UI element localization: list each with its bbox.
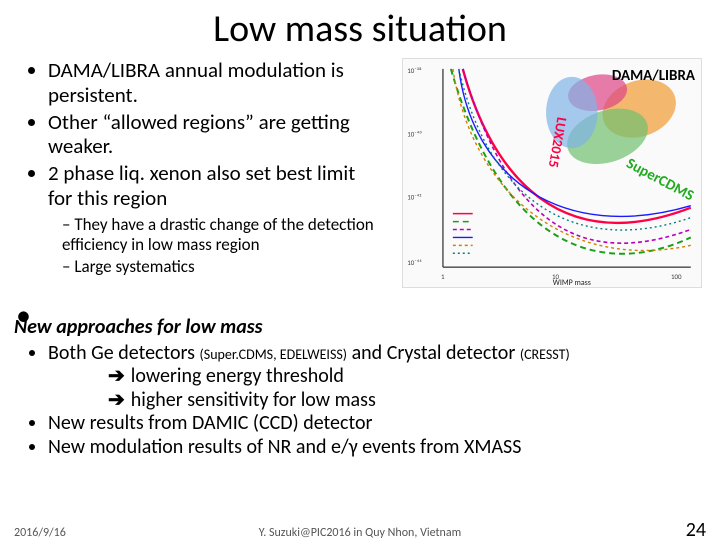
exclusion-chart: 10⁻³⁸ 10⁻⁴⁰ 10⁻⁴² 10⁻⁴⁴ 1 10 100 WIMP ma… — [402, 58, 702, 288]
bullet-3-text: 2 phase liq. xenon also set best limit f… — [48, 160, 355, 211]
main-bullet-list: DAMA/LIBRA annual modulation is persiste… — [20, 58, 380, 277]
bullet-dot-icon: • — [16, 298, 31, 333]
lower-1a: Both Ge detectors — [48, 341, 200, 365]
arrow-1-text: lowering energy threshold — [131, 364, 344, 388]
approaches-heading: New approaches for low mass — [14, 316, 708, 340]
bullet-3: 2 phase liq. xenon also set best limit f… — [48, 161, 380, 277]
svg-text:10⁻⁴⁰: 10⁻⁴⁰ — [407, 129, 422, 138]
sub-1: They have a drastic change of the detect… — [62, 215, 380, 255]
arrow-line-2: higher sensitivity for low mass — [48, 389, 708, 413]
bullet-1: DAMA/LIBRA annual modulation is persiste… — [48, 58, 380, 108]
svg-text:10⁻³⁸: 10⁻³⁸ — [407, 66, 422, 75]
lower-1b: and Crystal detector — [347, 341, 520, 365]
arrow-2-text: higher sensitivity for low mass — [131, 388, 376, 412]
left-column: DAMA/LIBRA annual modulation is persiste… — [20, 58, 380, 279]
page-title: Low mass situation — [0, 6, 720, 52]
svg-text:1: 1 — [441, 272, 445, 281]
footer-center: Y. Suzuki@PIC2016 in Quy Nhon, Vietnam — [0, 526, 720, 540]
lower-block: • New approaches for low mass Both Ge de… — [14, 316, 708, 460]
lower-1t: (CRESST) — [520, 346, 570, 363]
label-dama: DAMA/LIBRA — [612, 67, 695, 85]
lower-list: Both Ge detectors (Super.CDMS, EDELWEISS… — [14, 342, 708, 460]
sub-bullet-list: They have a drastic change of the detect… — [48, 215, 380, 277]
sub-2: Large systematics — [62, 257, 380, 277]
svg-text:10⁻⁴²: 10⁻⁴² — [407, 193, 421, 202]
svg-text:100: 100 — [671, 272, 682, 281]
footer: 2016/9/16 Y. Suzuki@PIC2016 in Quy Nhon,… — [0, 526, 720, 540]
lower-item-1: Both Ge detectors (Super.CDMS, EDELWEISS… — [48, 342, 708, 413]
arrow-line-1: lowering energy threshold — [48, 365, 708, 389]
bullet-2: Other “allowed regions” are getting weak… — [48, 110, 380, 160]
chart-xlabel: WIMP mass — [553, 278, 591, 287]
lower-item-2: New results from DAMIC (CCD) detector — [48, 412, 708, 436]
lower-1s: (Super.CDMS, EDELWEISS) — [200, 346, 348, 363]
svg-text:10⁻⁴⁴: 10⁻⁴⁴ — [407, 258, 422, 267]
footer-date: 2016/9/16 — [14, 526, 66, 540]
lower-item-3: New modulation results of NR and e/γ eve… — [48, 436, 708, 460]
footer-page: 24 — [686, 518, 706, 542]
